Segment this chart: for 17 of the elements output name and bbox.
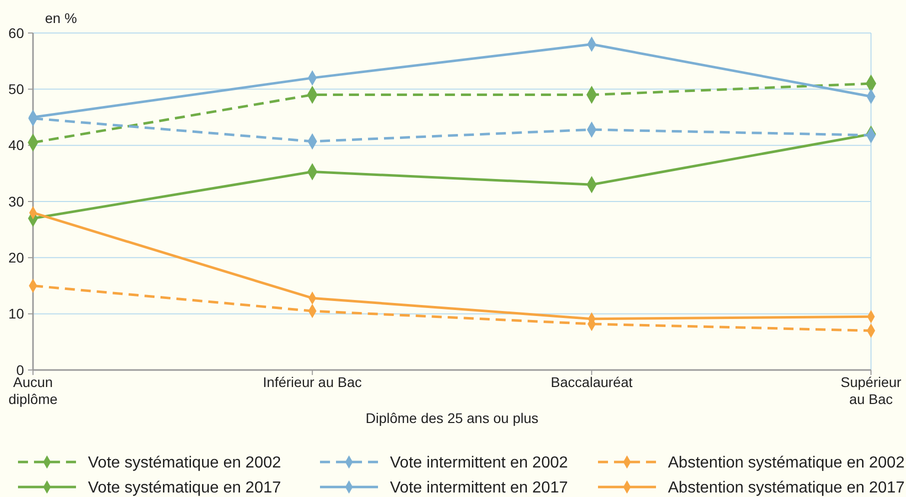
legend-label: Vote systématique en 2002	[88, 454, 282, 472]
y-axis-title: en %	[45, 10, 77, 26]
y-tick-label: 20	[8, 250, 24, 266]
legend-label: Abstention systématique en 2002	[668, 454, 905, 472]
x-tick-label: Baccalauréat	[550, 374, 633, 390]
y-tick-label: 40	[8, 137, 24, 154]
y-tick-label: 10	[8, 306, 24, 322]
legend-label: Vote intermittent en 2002	[390, 454, 568, 472]
x-axis-title: Diplôme des 25 ans ou plus	[366, 410, 538, 426]
y-tick-label: 30	[8, 193, 24, 210]
y-tick-label: 50	[8, 81, 24, 98]
x-tick-label: Supérieur au Bac	[840, 374, 902, 407]
y-tick-label: 60	[8, 24, 24, 41]
x-tick-label: Inférieur au Bac	[262, 374, 362, 390]
legend-label: Abstention systématique en 2017	[668, 480, 905, 497]
legend-label: Vote intermittent en 2017	[390, 480, 568, 497]
legend-label: Vote systématique en 2017	[88, 480, 282, 497]
